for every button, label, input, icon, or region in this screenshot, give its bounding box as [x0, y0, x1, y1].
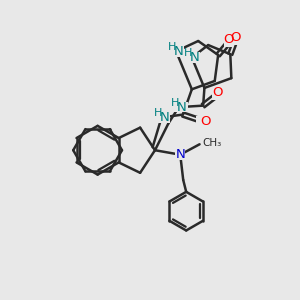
Text: CH₃: CH₃ — [202, 138, 222, 148]
Text: O: O — [200, 116, 211, 128]
Text: N: N — [190, 51, 200, 64]
Bar — [153, 112, 170, 123]
Bar — [170, 102, 188, 112]
Text: N: N — [176, 148, 185, 161]
Bar — [184, 52, 200, 63]
Text: O: O — [224, 33, 234, 46]
Bar — [231, 36, 240, 45]
Bar — [196, 116, 205, 125]
Text: N: N — [174, 45, 184, 58]
Text: N: N — [177, 100, 187, 114]
Bar — [212, 91, 221, 100]
Bar — [168, 46, 184, 56]
Text: H: H — [168, 42, 177, 52]
Text: H: H — [184, 48, 193, 59]
Text: H: H — [154, 108, 162, 118]
Text: O: O — [231, 31, 241, 44]
Text: H: H — [171, 98, 179, 108]
Bar — [224, 38, 233, 47]
Text: N: N — [160, 111, 170, 124]
Bar — [175, 149, 185, 160]
Text: O: O — [213, 86, 223, 99]
